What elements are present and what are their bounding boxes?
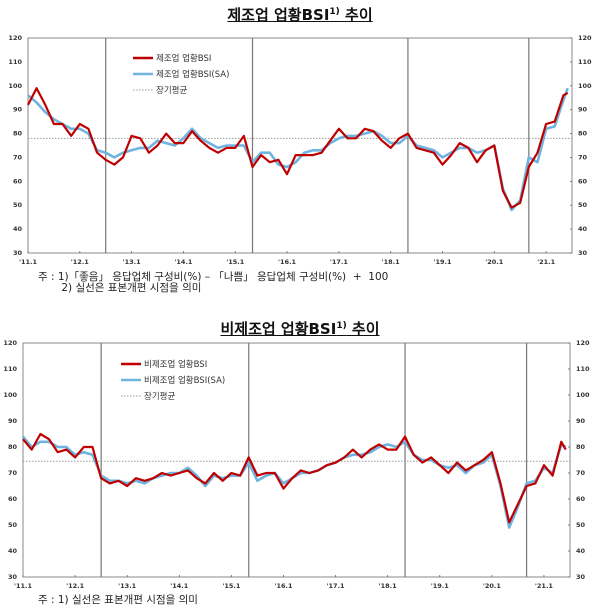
- y-tick-label-left: 80: [8, 443, 18, 451]
- y-tick-label-right: 30: [578, 249, 588, 257]
- y-tick-label-right: 60: [578, 177, 588, 185]
- y-tick-label-right: 60: [576, 495, 586, 503]
- legend-label: 장기평균: [144, 391, 175, 402]
- series-sa-line: [27, 87, 569, 212]
- y-tick-label-left: 50: [8, 521, 18, 529]
- y-tick-label-left: 90: [8, 417, 18, 425]
- y-tick-label-left: 120: [3, 339, 17, 347]
- x-tick-label: '13.1: [118, 582, 137, 590]
- chart2-title-tail: 추이: [346, 320, 380, 338]
- y-tick-label-left: 60: [13, 177, 23, 185]
- y-tick-label-left: 50: [13, 201, 23, 209]
- x-tick-label: '18.1: [382, 258, 401, 266]
- x-tick-label: '20.1: [485, 258, 504, 266]
- y-tick-label-right: 110: [576, 365, 590, 373]
- x-tick-label: '15.1: [226, 258, 245, 266]
- y-tick-label-right: 110: [578, 58, 592, 66]
- legend-label: 비제조업 업황BSI: [144, 359, 207, 370]
- y-tick-label-right: 80: [578, 130, 588, 138]
- chart1-title-tail: 추이: [339, 6, 373, 24]
- x-tick-label: '19.1: [433, 258, 452, 266]
- y-tick-label-right: 80: [576, 443, 586, 451]
- chart2-plot: 30 30 40 40 50 50 60 60 70 70 80 80 90 90 100 100 110 110…: [3, 339, 590, 590]
- x-tick-label: '21.1: [537, 258, 556, 266]
- y-tick-label-right: 100: [576, 391, 590, 399]
- plot-frame: [22, 342, 571, 578]
- series-raw-line: [27, 87, 569, 209]
- chart2-title-main: 비제조업 업황BSI: [220, 320, 337, 338]
- chart2-title: 비제조업 업황BSI1) 추이: [0, 318, 600, 339]
- x-tick-label: '16.1: [278, 258, 297, 266]
- y-tick-label-left: 30: [8, 573, 18, 581]
- chart2-title-sup: 1): [336, 321, 347, 331]
- plot-frame: [27, 37, 573, 254]
- x-tick-label: '13.1: [123, 258, 142, 266]
- y-tick-label-left: 100: [8, 82, 22, 90]
- x-tick-label: '17.1: [327, 582, 346, 590]
- y-tick-label-left: 80: [13, 130, 23, 138]
- chart1-title-main: 제조업 업황BSI: [227, 6, 330, 24]
- y-tick-label-left: 70: [8, 469, 18, 477]
- legend-label: 제조업 업황BSI(SA): [156, 69, 229, 80]
- series-raw-line: [22, 432, 567, 524]
- y-tick-label-right: 100: [578, 82, 592, 90]
- y-tick-label-right: 70: [578, 153, 588, 161]
- chart1-plot: 30 30 40 40 50 50 60 60 70 70 80 80 90 90 100 100 110 110…: [8, 34, 592, 266]
- y-tick-label-right: 50: [578, 201, 588, 209]
- x-tick-label: '14.1: [170, 582, 189, 590]
- chart1-note-1: 주 : 1)「좋음」 응답업체 구성비(%) – 「나쁨」 응답업체 구성비(%…: [38, 271, 389, 283]
- x-tick-label: '21.1: [535, 582, 554, 590]
- y-tick-label-right: 120: [578, 34, 592, 42]
- x-tick-label: '19.1: [431, 582, 450, 590]
- y-tick-label-left: 40: [8, 547, 18, 555]
- y-tick-label-right: 90: [576, 417, 586, 425]
- legend-label: 장기평균: [156, 85, 187, 96]
- y-tick-label-left: 110: [3, 365, 17, 373]
- legend-label: 제조업 업황BSI: [156, 53, 211, 64]
- y-tick-label-right: 120: [576, 339, 590, 347]
- y-tick-label-right: 30: [576, 573, 586, 581]
- y-tick-label-left: 70: [13, 153, 23, 161]
- chart1-title-sup: 1): [329, 7, 340, 17]
- y-tick-label-right: 40: [578, 225, 588, 233]
- chart1-title: 제조업 업황BSI1) 추이: [0, 4, 600, 25]
- x-tick-label: '11.1: [19, 258, 38, 266]
- y-tick-label-right: 50: [576, 521, 586, 529]
- x-tick-label: '12.1: [71, 258, 90, 266]
- y-tick-label-left: 30: [13, 249, 23, 257]
- y-tick-label-left: 100: [3, 391, 17, 399]
- y-tick-label-right: 70: [576, 469, 586, 477]
- x-tick-label: '14.1: [174, 258, 193, 266]
- x-tick-label: '15.1: [222, 582, 241, 590]
- chart2-note-1: 주 : 1) 실선은 표본개편 시점을 의미: [38, 594, 198, 606]
- x-tick-label: '20.1: [483, 582, 502, 590]
- y-tick-label-left: 90: [13, 106, 23, 114]
- chart1-note-2: 2) 실선은 표본개편 시점을 의미: [38, 282, 202, 294]
- y-tick-label-left: 40: [13, 225, 23, 233]
- y-tick-label-left: 60: [8, 495, 18, 503]
- x-tick-label: '11.1: [14, 582, 33, 590]
- y-tick-label-left: 110: [8, 58, 22, 66]
- y-tick-label-right: 90: [578, 106, 588, 114]
- x-tick-label: '16.1: [274, 582, 293, 590]
- x-tick-label: '18.1: [379, 582, 398, 590]
- x-tick-label: '17.1: [330, 258, 349, 266]
- x-tick-label: '12.1: [66, 582, 85, 590]
- y-tick-label-left: 120: [8, 34, 22, 42]
- legend-label: 비제조업 업황BSI(SA): [144, 375, 225, 386]
- series-sa-line: [22, 435, 567, 529]
- y-tick-label-right: 40: [576, 547, 586, 555]
